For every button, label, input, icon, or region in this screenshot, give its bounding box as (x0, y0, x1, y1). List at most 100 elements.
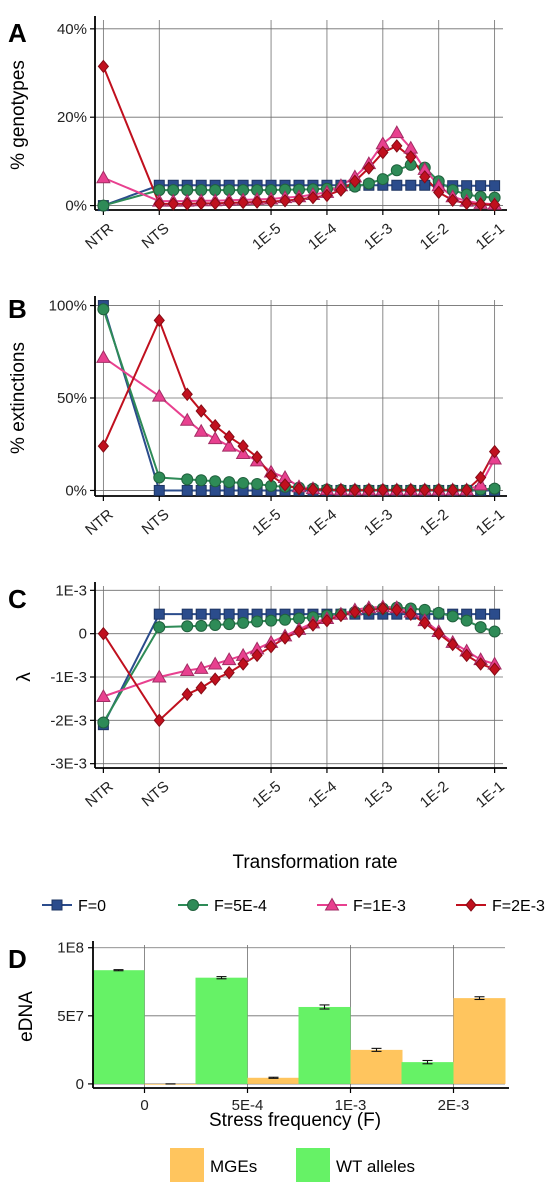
data-point-c-3 (377, 601, 389, 616)
data-point-a-3 (279, 193, 291, 208)
data-point-a-3 (474, 197, 487, 212)
y-tick-label: 100% (49, 298, 87, 315)
y-axis-title: % extinctions (8, 342, 29, 454)
series-line-b-2 (102, 356, 496, 491)
legend-label-3: F=2E-3 (492, 898, 545, 915)
x-tick-label: 1E-3 (361, 778, 396, 811)
data-point-c-2 (151, 669, 167, 683)
data-point-a-3 (488, 197, 501, 212)
data-point-c-0 (153, 608, 165, 620)
panel-letter-a: A (8, 18, 27, 48)
x-tick-label: 1E-1 (473, 506, 508, 539)
data-point-b-3 (293, 481, 305, 496)
data-point-a-0 (489, 180, 501, 192)
data-point-c-3 (335, 608, 347, 623)
data-point-a-3 (433, 185, 445, 200)
data-point-a-1 (376, 173, 389, 186)
legend-marker-0 (51, 899, 63, 911)
error-bar (268, 1076, 279, 1079)
data-point-b-2 (179, 412, 195, 426)
data-point-a-3 (419, 170, 431, 184)
data-point-b-3 (265, 468, 277, 483)
x-tick-label: 1E-4 (305, 506, 340, 539)
x-tick-label: 1E-2 (417, 778, 452, 811)
data-point-c-1 (251, 615, 264, 628)
data-point-b-3 (237, 439, 249, 453)
x-tick-label: NTS (139, 778, 173, 810)
data-point-b-1 (237, 477, 250, 490)
data-point-c-1 (153, 621, 166, 634)
data-point-b-3 (461, 483, 473, 497)
panel-c-plot: 1E-3 0 -1E-3 -2E-3 -3E-3 NTR NTS 1E-5 1E-4 1E-3 1E… (14, 582, 508, 811)
data-point-b-1 (488, 482, 501, 495)
data-point-c-2 (221, 652, 237, 666)
data-point-b-3 (419, 483, 431, 497)
data-point-c-3 (195, 681, 207, 695)
y-tick-label: -1E-3 (50, 669, 87, 686)
data-point-b-3 (349, 483, 361, 497)
data-point-c-1 (460, 614, 473, 627)
data-point-b-3 (251, 450, 263, 464)
data-point-c-1 (209, 619, 222, 631)
data-point-a-2 (96, 170, 111, 184)
bar-legend: MGEs WT alleles (170, 1148, 415, 1182)
data-point-c-1 (97, 716, 110, 729)
data-point-b-1 (97, 303, 110, 316)
data-point-a-3 (223, 196, 235, 210)
data-point-c-3 (474, 657, 487, 671)
data-point-c-3 (447, 637, 459, 652)
panel-d-plot: 0 5E7 1E8 0 5E-4 1E-3 2E-3 eDNA (16, 940, 509, 1114)
data-point-a-3 (461, 196, 473, 211)
data-point-c-3 (153, 713, 165, 728)
x-tick-label: 1E-2 (417, 220, 452, 253)
data-point-c-3 (391, 603, 403, 617)
data-point-a-3 (209, 196, 221, 211)
data-point-b-2 (193, 423, 209, 437)
bar-wt-allele (195, 977, 248, 1084)
data-point-a-0 (391, 179, 403, 191)
data-point-c-3 (363, 603, 375, 617)
error-bar (474, 996, 485, 1001)
y-tick-label: 0 (79, 626, 87, 643)
data-point-c-0 (195, 608, 207, 620)
data-point-b-2 (221, 438, 237, 452)
legend-label-0: F=0 (78, 898, 106, 915)
data-point-c-3 (488, 662, 501, 676)
data-point-b-1 (181, 473, 194, 486)
data-point-a-3 (321, 188, 333, 203)
x-tick-label: 1E-5 (249, 778, 284, 811)
data-point-c-3 (265, 639, 277, 654)
y-axis-title: eDNA (16, 991, 37, 1042)
data-point-c-3 (307, 618, 319, 632)
y-tick-label: -3E-3 (50, 756, 87, 773)
y-axis-title: λ (14, 672, 35, 682)
data-point-b-3 (209, 418, 221, 433)
data-point-a-3 (405, 150, 417, 164)
data-point-c-2 (193, 660, 209, 674)
series-line-b-3 (102, 317, 496, 492)
legend-label-1: F=5E-4 (214, 898, 267, 915)
data-point-c-3 (237, 657, 249, 671)
data-point-b-3 (195, 404, 207, 418)
legend-label-d-1: WT alleles (336, 1157, 415, 1176)
data-point-b-3 (335, 483, 347, 497)
data-point-c-3 (251, 648, 263, 663)
data-point-c-1 (488, 625, 501, 638)
data-point-a-3 (265, 194, 277, 209)
data-point-c-3 (223, 665, 235, 680)
data-point-c-2 (179, 662, 195, 676)
data-point-b-3 (377, 483, 389, 497)
error-bar (422, 1059, 433, 1065)
data-point-c-0 (489, 608, 501, 620)
data-point-b-3 (279, 478, 291, 492)
data-point-b-0 (181, 484, 193, 496)
data-point-b-3 (97, 439, 110, 453)
y-tick-label: 1E-3 (55, 582, 87, 599)
error-bar (216, 976, 227, 980)
x-tick-label: 1E-4 (305, 778, 340, 811)
data-point-b-2 (151, 388, 167, 402)
y-tick-label: 0 (76, 1076, 84, 1093)
data-point-c-3 (405, 607, 417, 621)
x-tick-label: 1E-4 (305, 220, 340, 253)
data-point-a-3 (293, 192, 305, 207)
